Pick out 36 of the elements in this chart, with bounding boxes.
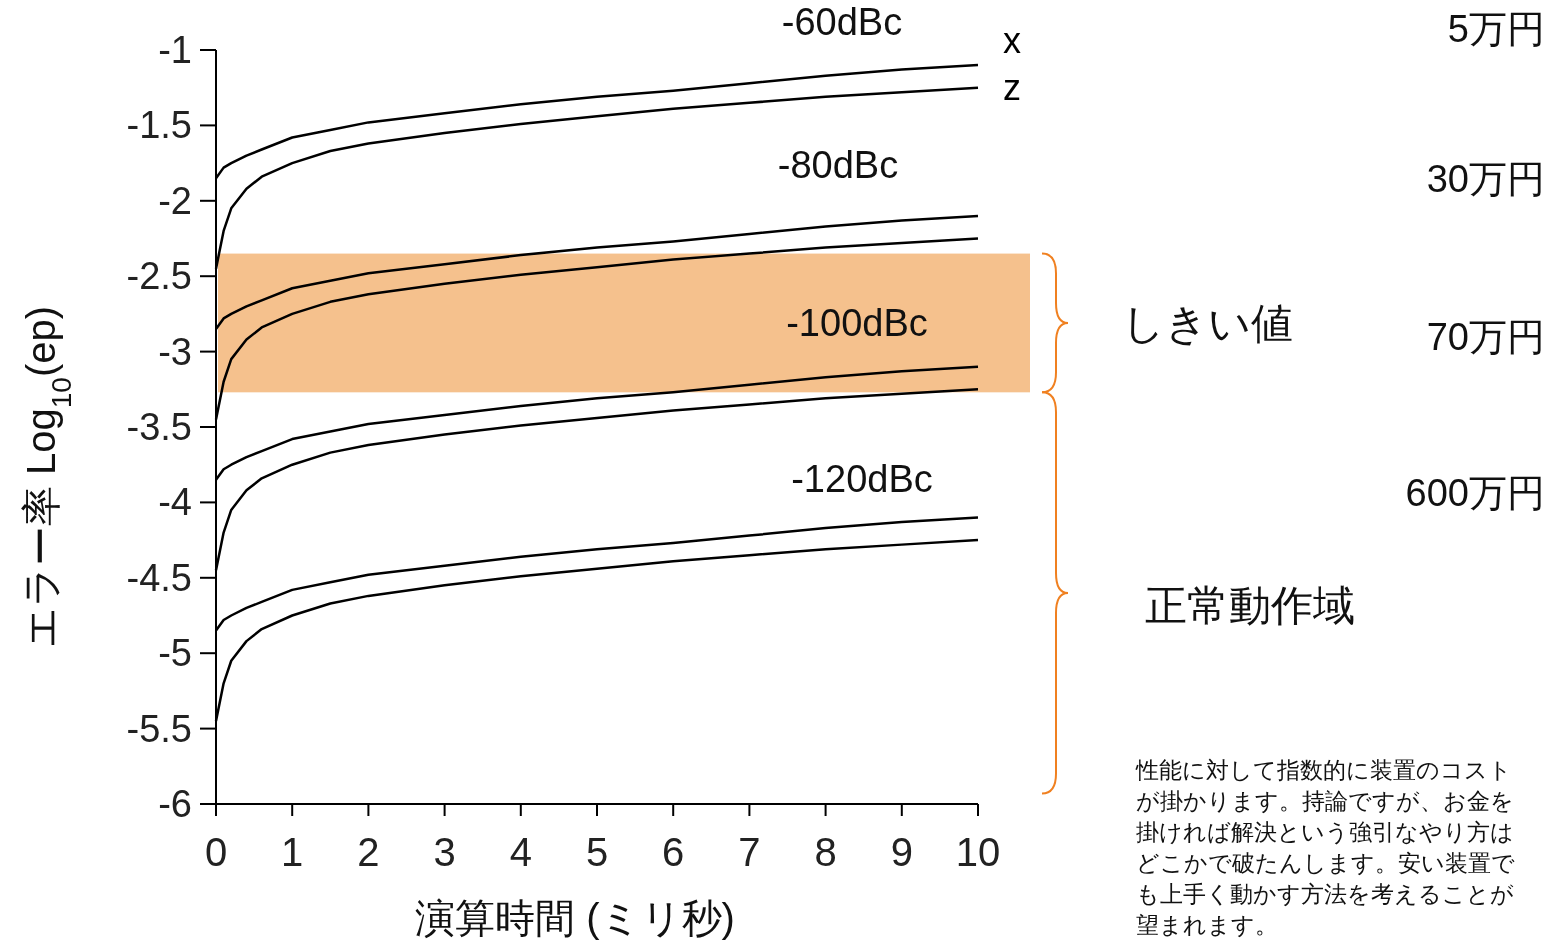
annotation: -120dBc (791, 458, 933, 500)
x-tick-label: 1 (281, 830, 304, 874)
y-tick-label: -3 (158, 330, 192, 373)
y-tick-label: -2.5 (126, 255, 192, 298)
text: 正常動作域 (1145, 582, 1355, 629)
y-tick-label: -5.5 (126, 707, 192, 750)
series-label: x (1003, 20, 1021, 62)
y-tick-label: -3.5 (126, 406, 192, 448)
annotation: -100dBc (786, 302, 928, 344)
text: 性能に対して指数的に装置のコストが掛かります。持論ですが、お金を掛ければ解決という強引なやり方はどこかで破たんします。安い装置でも上手く動かす方法を考えることが望まれます。 (1135, 757, 1515, 938)
x-tick-label: 4 (509, 830, 532, 874)
x-tick-label: 0 (204, 830, 228, 874)
text: 30万円 (1426, 158, 1545, 200)
y-tick-label: -2 (158, 179, 192, 222)
y-tick-label: -4.5 (126, 556, 192, 599)
y-tick-label: -1.5 (126, 104, 192, 147)
annotation: -80dBc (777, 144, 899, 186)
text: 70万円 (1426, 316, 1545, 358)
x-tick-label: 6 (662, 830, 685, 874)
band-label: しきい値 (1122, 299, 1293, 347)
x-tick-label: 9 (890, 830, 913, 874)
x-tick-label: 5 (585, 830, 609, 874)
y-tick-label: -5 (158, 632, 192, 675)
text: -60dBc (781, 1, 903, 43)
text: 600万円 (1405, 472, 1545, 514)
series-label: z (1003, 66, 1021, 108)
y-tick-label: -6 (158, 783, 192, 825)
x-axis-title: 演算時間 (ミリ秒) (415, 896, 735, 940)
x-tick-label: 8 (814, 830, 837, 874)
y-tick-label: -1 (158, 29, 192, 71)
x-tick-label: 3 (433, 830, 456, 874)
text: 5万円 (1447, 8, 1545, 50)
x-tick-label: 10 (955, 830, 1001, 874)
x-tick-label: 2 (357, 830, 380, 874)
y-tick-label: -4 (158, 481, 192, 524)
x-tick-label: 7 (738, 830, 761, 874)
